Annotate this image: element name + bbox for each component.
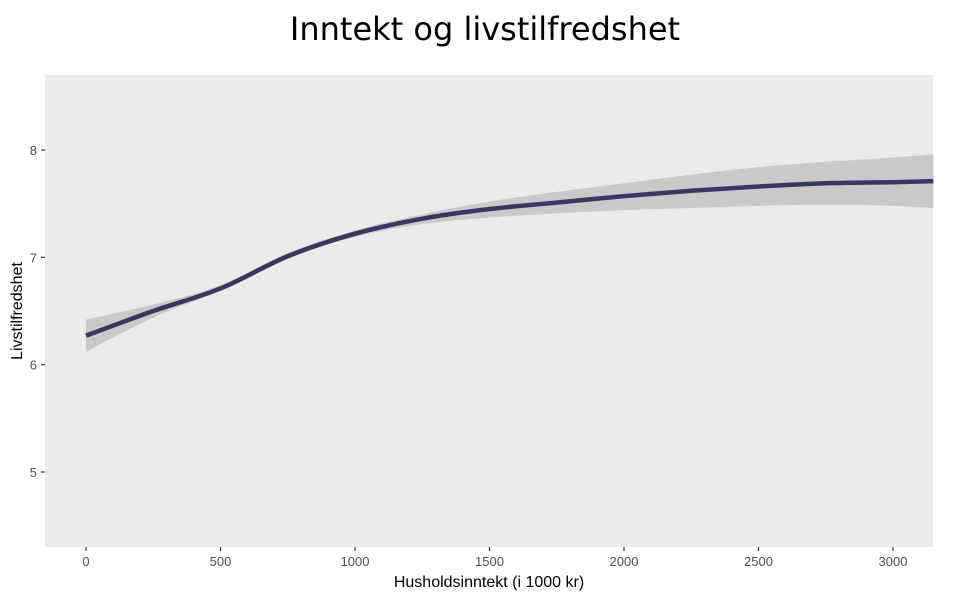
x-axis: 0 500 1000 1500 2000 2500 3000 [82, 547, 907, 569]
x-tick-label: 1500 [475, 554, 504, 569]
confidence-ribbon [86, 154, 934, 352]
x-axis-title: Husholdsinntekt (i 1000 kr) [394, 574, 584, 591]
y-tick-label: 5 [30, 465, 37, 480]
x-tick-label: 1000 [341, 554, 370, 569]
y-axis-title: Livstilfredshet [9, 262, 26, 360]
y-tick-label: 7 [30, 250, 37, 265]
chart-title: Inntekt og livstilfredshet [289, 10, 681, 48]
x-tick-label: 2500 [744, 554, 773, 569]
x-tick-label: 0 [82, 554, 89, 569]
x-tick-label: 2000 [610, 554, 639, 569]
x-tick-label: 3000 [879, 554, 908, 569]
smooth-line [85, 178, 934, 338]
x-tick-label: 500 [210, 554, 232, 569]
ci-ribbon-area [86, 154, 934, 352]
y-axis: 5 6 7 8 [30, 143, 45, 480]
y-tick-label: 8 [30, 143, 37, 158]
y-tick-label: 6 [30, 358, 37, 373]
plot-panel [45, 75, 933, 547]
fit-line [85, 178, 934, 338]
